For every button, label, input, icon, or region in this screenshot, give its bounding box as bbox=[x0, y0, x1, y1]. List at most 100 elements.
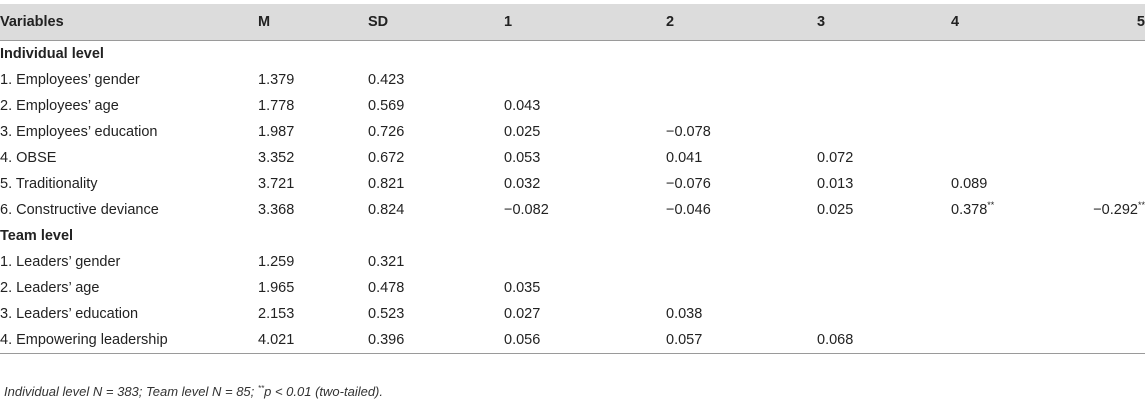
cell-5 bbox=[1114, 301, 1145, 327]
cell-value: 0.478 bbox=[368, 280, 405, 296]
cell-value: 0.043 bbox=[504, 98, 541, 114]
cell-m: 4.021 bbox=[258, 327, 368, 354]
cell-value: −0.046 bbox=[666, 202, 711, 218]
cell-1: 0.053 bbox=[504, 145, 666, 171]
cell-2: −0.078 bbox=[666, 119, 817, 145]
cell-4 bbox=[951, 327, 1114, 354]
cell-3 bbox=[817, 93, 951, 119]
cell-2 bbox=[666, 93, 817, 119]
cell-value: 0.032 bbox=[504, 176, 541, 192]
variable-name: 4. OBSE bbox=[0, 150, 57, 166]
cell-1 bbox=[504, 67, 666, 93]
cell-m: 1.259 bbox=[258, 249, 368, 275]
cell-value: 0.726 bbox=[368, 124, 405, 140]
table-row: 5. Traditionality 3.721 0.821 0.032 −0.076 0.… bbox=[0, 171, 1145, 197]
cell-value: −0.078 bbox=[666, 124, 711, 140]
cell-1: 0.027 bbox=[504, 301, 666, 327]
correlation-table: Variables M SD 1 2 3 4 5 Individual leve… bbox=[0, 4, 1145, 354]
cell-sd: 0.569 bbox=[368, 93, 504, 119]
table-row: 3. Employees’ education 1.987 0.726 0.025 −0… bbox=[0, 119, 1145, 145]
cell-m: 3.368 bbox=[258, 197, 368, 223]
cell-m: 3.721 bbox=[258, 171, 368, 197]
cell-value: 0.423 bbox=[368, 72, 405, 88]
table-row: 4. OBSE 3.352 0.672 0.053 0.041 0.072 bbox=[0, 145, 1145, 171]
variable-name: 2. Leaders’ age bbox=[0, 280, 100, 296]
footnote-sig-text: p < 0.01 (two-tailed). bbox=[264, 384, 383, 399]
cell-1: 0.035 bbox=[504, 275, 666, 301]
cell-value: 1.987 bbox=[258, 124, 295, 140]
cell-value: −0.076 bbox=[666, 176, 711, 192]
cell-value: 0.057 bbox=[666, 332, 703, 348]
cell-4: 0.378** bbox=[951, 197, 1114, 223]
table-row: 4. Empowering leadership 4.021 0.396 0.056 0… bbox=[0, 327, 1145, 354]
cell-value: 0.025 bbox=[504, 124, 541, 140]
cell-value: 0.053 bbox=[504, 150, 541, 166]
cell-4 bbox=[951, 93, 1114, 119]
section-title: Individual level bbox=[0, 46, 104, 62]
variable-name: 2. Employees’ age bbox=[0, 98, 119, 114]
cell-3 bbox=[817, 275, 951, 301]
cell-3 bbox=[817, 301, 951, 327]
cell-5 bbox=[1114, 119, 1145, 145]
cell-4 bbox=[951, 275, 1114, 301]
cell-1: 0.025 bbox=[504, 119, 666, 145]
cell-5 bbox=[1114, 327, 1145, 354]
cell-5 bbox=[1114, 67, 1145, 93]
cell-value: 0.072 bbox=[817, 150, 854, 166]
cell-2: −0.046 bbox=[666, 197, 817, 223]
cell-3 bbox=[817, 249, 951, 275]
cell-2: 0.038 bbox=[666, 301, 817, 327]
cell-value: −0.082 bbox=[504, 202, 549, 218]
table-row: 2. Employees’ age 1.778 0.569 0.043 bbox=[0, 93, 1145, 119]
cell-value: 3.368 bbox=[258, 202, 295, 218]
table-row: 1. Employees’ gender 1.379 0.423 bbox=[0, 67, 1145, 93]
cell-m: 1.987 bbox=[258, 119, 368, 145]
variable-name: 1. Employees’ gender bbox=[0, 72, 140, 88]
cell-value: 0.523 bbox=[368, 306, 405, 322]
cell-value: 0.068 bbox=[817, 332, 854, 348]
cell-value: 0.569 bbox=[368, 98, 405, 114]
cell-5 bbox=[1114, 93, 1145, 119]
cell-value: 1.778 bbox=[258, 98, 295, 114]
cell-3: 0.072 bbox=[817, 145, 951, 171]
cell-3 bbox=[817, 67, 951, 93]
header-3: 3 bbox=[817, 14, 826, 30]
cell-5 bbox=[1114, 249, 1145, 275]
cell-sd: 0.726 bbox=[368, 119, 504, 145]
section-title: Team level bbox=[0, 228, 74, 244]
cell-4 bbox=[951, 119, 1114, 145]
variable-name: 5. Traditionality bbox=[0, 176, 98, 192]
cell-value: 0.041 bbox=[666, 150, 703, 166]
cell-m: 1.965 bbox=[258, 275, 368, 301]
cell-sd: 0.824 bbox=[368, 197, 504, 223]
cell-value: 0.025 bbox=[817, 202, 854, 218]
cell-1: −0.082 bbox=[504, 197, 666, 223]
cell-value: 0.035 bbox=[504, 280, 541, 296]
footnote-main: Individual level N = 383; Team level N =… bbox=[4, 384, 258, 399]
cell-1: 0.032 bbox=[504, 171, 666, 197]
cell-m: 2.153 bbox=[258, 301, 368, 327]
significance-mark: ** bbox=[987, 200, 995, 210]
cell-value: 1.379 bbox=[258, 72, 295, 88]
cell-value: 2.153 bbox=[258, 306, 295, 322]
cell-2 bbox=[666, 249, 817, 275]
cell-4 bbox=[951, 249, 1114, 275]
section-row: Individual level bbox=[0, 41, 1145, 68]
cell-3 bbox=[817, 119, 951, 145]
cell-m: 1.778 bbox=[258, 93, 368, 119]
cell-value: −0.292 bbox=[1093, 202, 1138, 218]
cell-value: 0.672 bbox=[368, 150, 405, 166]
header-1: 1 bbox=[504, 14, 513, 30]
cell-5 bbox=[1114, 171, 1145, 197]
header-5: 5 bbox=[1136, 14, 1145, 30]
significance-mark: ** bbox=[1137, 200, 1145, 210]
variable-name: 3. Leaders’ education bbox=[0, 306, 139, 322]
cell-sd: 0.672 bbox=[368, 145, 504, 171]
table-body: Individual level 1. Employees’ gender 1.37… bbox=[0, 41, 1145, 354]
cell-4 bbox=[951, 301, 1114, 327]
cell-2: 0.041 bbox=[666, 145, 817, 171]
cell-4 bbox=[951, 145, 1114, 171]
table-row: 6. Constructive deviance 3.368 0.824 −0.082… bbox=[0, 197, 1145, 223]
cell-value: 0.396 bbox=[368, 332, 405, 348]
cell-2 bbox=[666, 275, 817, 301]
